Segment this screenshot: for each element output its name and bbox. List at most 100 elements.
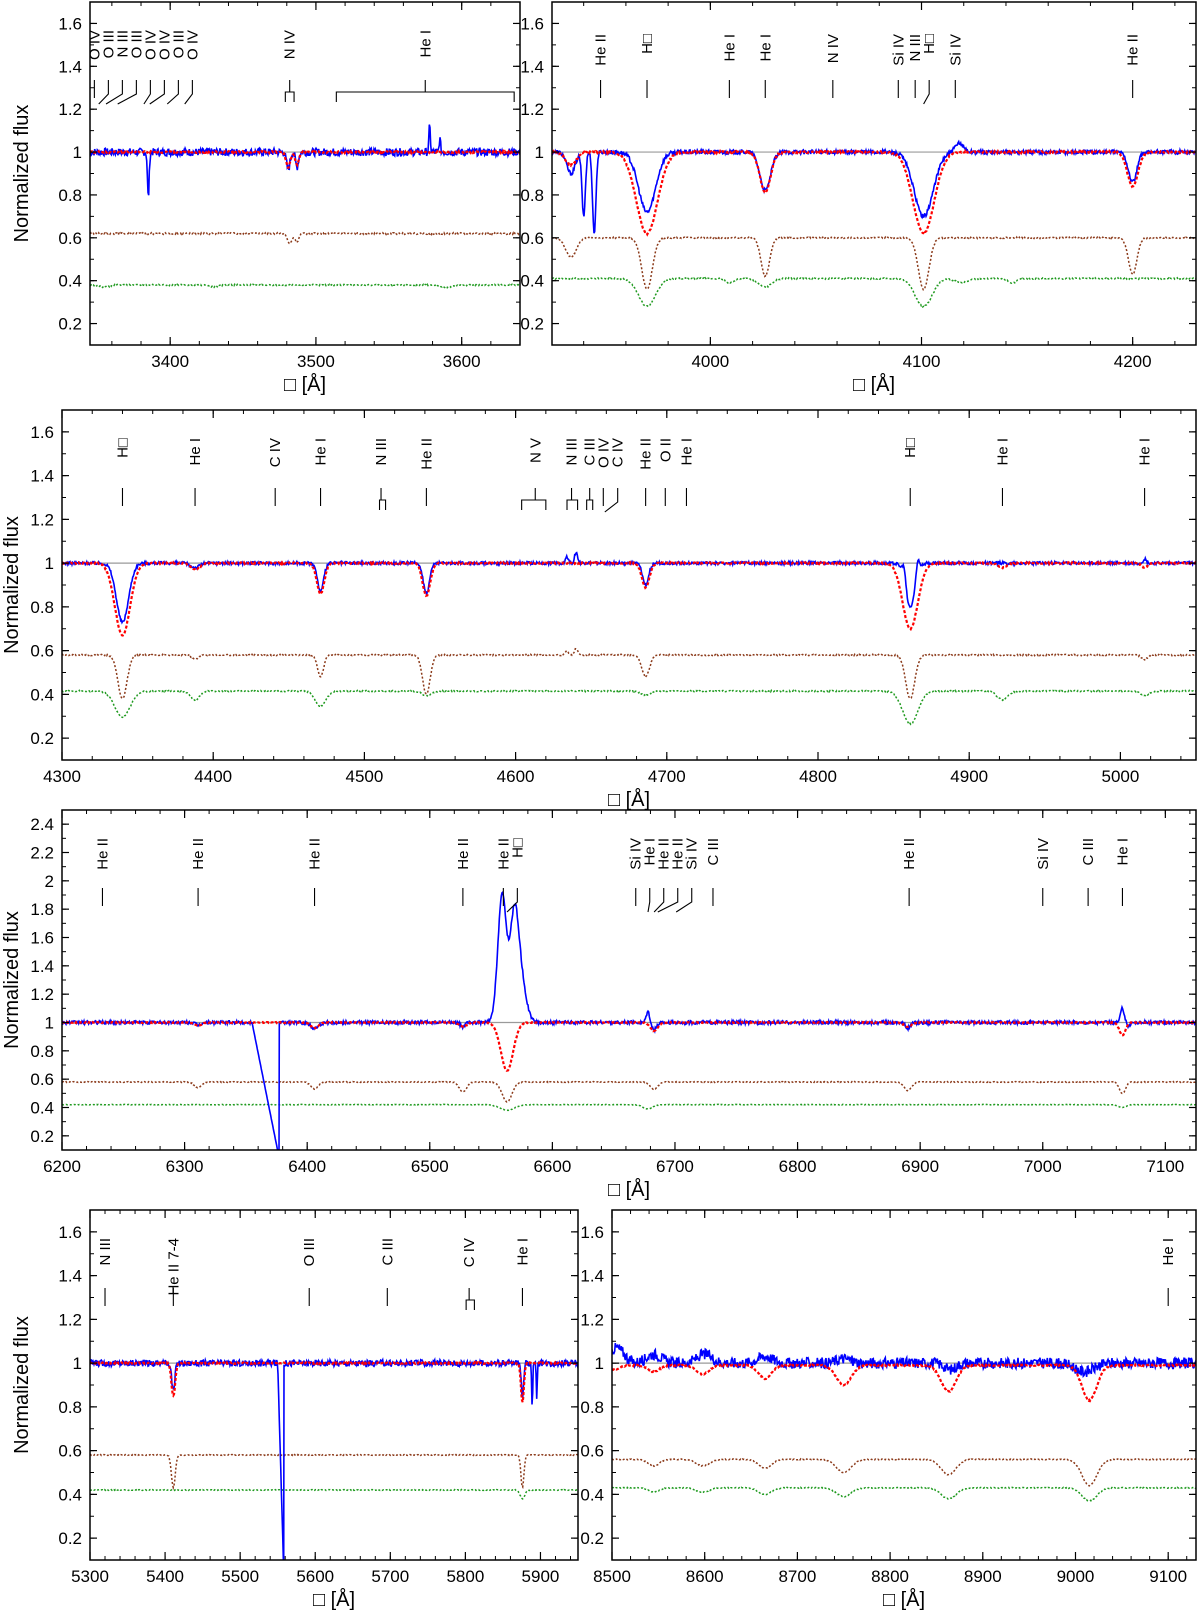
line-marker (647, 888, 651, 913)
y-axis-label: Normalized flux (11, 1316, 33, 1454)
x-tick-label: 4500 (345, 767, 383, 786)
line-label: O III (128, 30, 145, 58)
x-tick-label: 4100 (903, 352, 941, 371)
series-observed (62, 890, 1196, 1150)
line-label: He I (678, 438, 695, 466)
x-tick-label: 3600 (443, 352, 481, 371)
x-axis-label: □ [Å] (608, 788, 650, 811)
x-tick-label: 6900 (901, 1157, 939, 1176)
line-label: O IV (142, 30, 159, 60)
line-label: N IV (282, 30, 299, 59)
y-tick-label: 0.8 (30, 1042, 54, 1061)
x-tick-label: 4900 (950, 767, 988, 786)
line-marker-bracket (284, 80, 295, 102)
line-label: He II (1125, 34, 1142, 66)
line-marker-bracket (335, 80, 515, 102)
x-tick-label: 5700 (371, 1567, 409, 1586)
line-label: H□ (639, 34, 656, 54)
x-tick-label: 8600 (686, 1567, 724, 1586)
x-tick-label: 7000 (1024, 1157, 1062, 1176)
line-label: H□ (509, 838, 526, 858)
x-axis-label: □ [Å] (313, 1588, 355, 1611)
line-label: He I (1114, 838, 1131, 866)
y-tick-label: 0.6 (58, 1442, 82, 1461)
x-tick-label: 6700 (656, 1157, 694, 1176)
series-model-component-2 (90, 282, 520, 289)
line-label: O III (170, 30, 187, 58)
line-marker (653, 888, 665, 913)
y-tick-label: 1.4 (30, 957, 54, 976)
y-tick-label: 1.4 (58, 57, 82, 76)
y-tick-label: 0.2 (58, 1529, 82, 1548)
x-axis-label: □ [Å] (883, 1588, 925, 1611)
y-tick-label: 1.6 (58, 1223, 82, 1242)
line-label: He I (721, 34, 738, 62)
line-marker (105, 80, 123, 105)
line-label: Si IV (947, 34, 964, 66)
line-label: He I (642, 838, 659, 866)
line-label: N III (564, 438, 581, 466)
x-tick-label: 4800 (799, 767, 837, 786)
y-tick-label: 1.6 (30, 423, 54, 442)
x-axis-label: □ [Å] (608, 1178, 650, 1201)
panel-p6: 0.2 0.4 0.6 0.8 1 1.2 1.4 1.6 8500 8600 8700 8800 89… (580, 1209, 1197, 1611)
x-tick-label: 5600 (296, 1567, 334, 1586)
y-tick-label: 0.4 (58, 1485, 82, 1504)
x-tick-label: 5000 (1101, 767, 1139, 786)
line-label: Si IV (684, 838, 701, 870)
x-tick-label: 5900 (522, 1567, 560, 1586)
y-tick-label: 0.6 (30, 1070, 54, 1089)
series-model-component-2 (90, 1488, 578, 1500)
y-tick-label: 1.2 (58, 1310, 82, 1329)
panel-p1: 0.2 0.4 0.6 0.8 1 1.2 1.4 1.6 3400 3500 3600 □ [Å] N… (11, 1, 521, 396)
line-label: He I (994, 438, 1011, 466)
series-model-component-2 (552, 276, 1196, 309)
y-tick-label: 1.6 (58, 14, 82, 33)
x-tick-label: 9000 (1057, 1567, 1095, 1586)
x-tick-label: 6800 (779, 1157, 817, 1176)
line-label: H□ (902, 438, 919, 458)
y-tick-label: 0.2 (58, 315, 82, 334)
series-model-total (62, 560, 1196, 637)
line-label: He I (514, 1238, 531, 1266)
line-label: He II (418, 438, 435, 470)
line-marker-bracket (566, 488, 579, 510)
line-label: He I (417, 30, 434, 58)
series-model-component-1 (90, 1453, 578, 1491)
series-model-component-1 (62, 1080, 1196, 1103)
line-label: H□ (921, 34, 938, 54)
line-label: O III (301, 1238, 318, 1266)
y-tick-label: 1.4 (58, 1267, 82, 1286)
y-tick-label: 1.6 (580, 1223, 604, 1242)
line-label: He I (313, 438, 330, 466)
y-tick-label: 1 (73, 143, 82, 162)
y-tick-label: 1.4 (520, 57, 544, 76)
x-tick-label: 5500 (221, 1567, 259, 1586)
x-tick-label: 3500 (297, 352, 335, 371)
y-tick-label: 0.8 (580, 1398, 604, 1417)
y-tick-label: 0.2 (520, 315, 544, 334)
panel-p2: 0.2 0.4 0.6 0.8 1 1.2 1.4 1.6 4000 4100 4200 □ [Å] H… (520, 1, 1197, 396)
line-label: C IV (267, 438, 284, 467)
y-tick-label: 1.6 (520, 14, 544, 33)
line-marker (184, 80, 193, 105)
series-model-total (90, 148, 520, 169)
y-tick-label: 0.4 (58, 272, 82, 291)
line-marker (675, 888, 693, 913)
y-tick-label: 0.8 (520, 186, 544, 205)
y-tick-label: 1.6 (30, 929, 54, 948)
line-label: Si IV (890, 34, 907, 66)
line-label: C III (379, 1238, 396, 1266)
x-tick-label: 4600 (497, 767, 535, 786)
y-tick-label: 0.2 (580, 1529, 604, 1548)
y-tick-label: 0.6 (520, 229, 544, 248)
series-model-total (62, 1020, 1196, 1072)
line-marker-bracket (521, 488, 547, 510)
line-label: N III (114, 30, 131, 58)
y-tick-label: 1.8 (30, 900, 54, 919)
line-marker (506, 888, 518, 913)
y-tick-label: 1.2 (580, 1310, 604, 1329)
line-label: He II (656, 838, 673, 870)
line-marker (98, 80, 109, 105)
line-label: C III (705, 838, 722, 866)
